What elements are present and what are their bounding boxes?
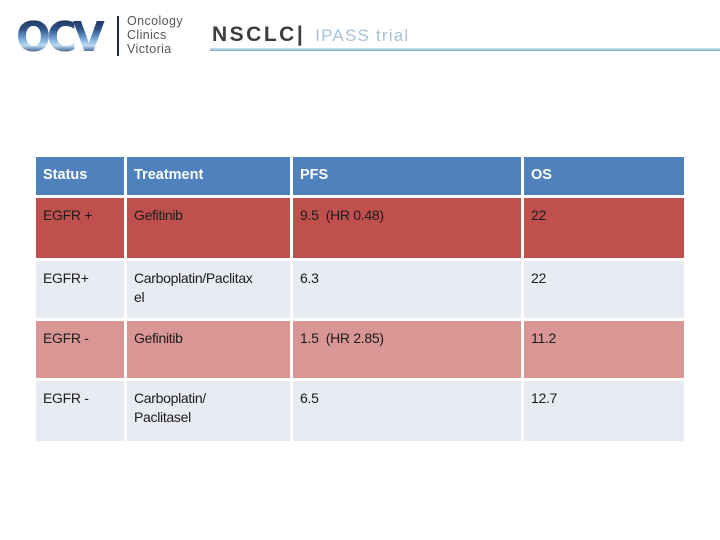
logo-org-name: Oncology Clinics Victoria [127,14,183,57]
column-header-os: OS [524,157,684,195]
table-cell-treatment: Carboplatin/ Paclitasel [127,381,290,441]
title-underline [210,48,720,51]
logo-acronym: OCV [16,13,105,60]
column-header-status: Status [36,157,124,195]
table-cell-treatment: Gefitinib [127,198,290,258]
table-cell-os: 11.2 [524,321,684,378]
table-cell-pfs: 1.5 (HR 2.85) [293,321,521,378]
logo: OCV Oncology Clinics Victoria [16,10,183,60]
table-cell-status: EGFR - [36,321,124,378]
logo-org-line: Victoria [127,42,172,57]
table-cell-os: 12.7 [524,381,684,441]
page-subtitle: IPASS trial [315,26,410,45]
page-title: NSCLC| [212,23,306,46]
table-cell-treatment: Gefinitib [127,321,290,378]
slide-header: NSCLC| IPASS trial [212,23,409,47]
table-cell-pfs: 9.5 (HR 0.48) [293,198,521,258]
table-cell-os: 22 [524,198,684,258]
column-header-pfs: PFS [293,157,521,195]
table-cell-status: EGFR - [36,381,124,441]
results-table: Status Treatment PFS OS EGFR + Gefitinib… [36,157,684,441]
table-cell-pfs: 6.5 [293,381,521,441]
table-cell-status: EGFR + [36,198,124,258]
table-cell-treatment: Carboplatin/Paclitax el [127,261,290,318]
table-cell-status: EGFR+ [36,261,124,318]
logo-org-line: Oncology [127,13,184,28]
table-cell-pfs: 6.3 [293,261,521,318]
column-header-treatment: Treatment [127,157,290,195]
table-cell-os: 22 [524,261,684,318]
logo-separator [117,16,119,56]
logo-org-line: Clinics [127,27,167,42]
ocv-logo-icon: OCV [16,13,109,60]
